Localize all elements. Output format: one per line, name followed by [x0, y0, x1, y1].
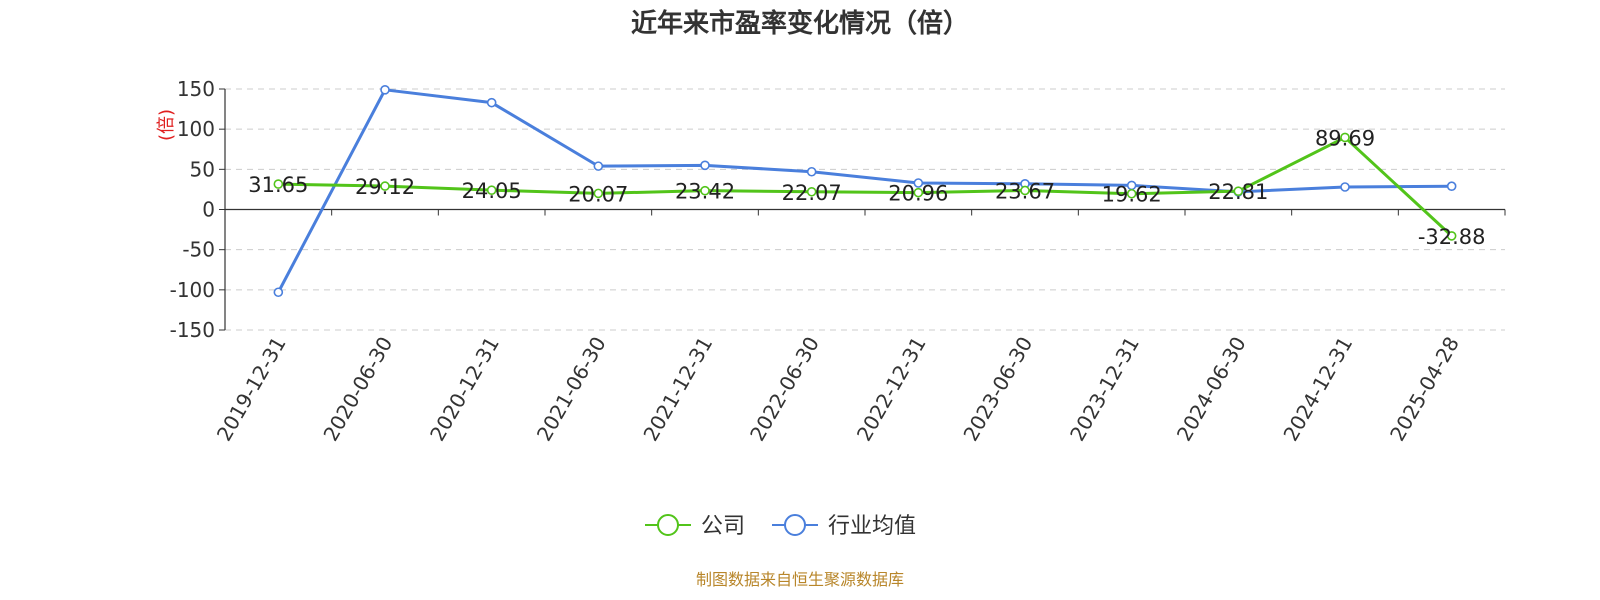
x-tick-label: 2019-12-31 — [212, 333, 291, 446]
y-tick-label: -50 — [182, 238, 215, 262]
y-tick-label: -150 — [170, 318, 215, 342]
series-point-0 — [806, 186, 817, 197]
series-point-1 — [913, 178, 924, 188]
series-line-0 — [278, 135, 1453, 238]
axes — [219, 88, 1506, 331]
grid-lines — [225, 88, 1505, 331]
series-point-0 — [913, 187, 924, 198]
series-point-1 — [1446, 181, 1457, 192]
y-tick-label: 50 — [190, 157, 215, 181]
series-point-0 — [1340, 132, 1350, 143]
series-point-0 — [1126, 188, 1137, 199]
x-tick-label: 2023-12-31 — [1065, 333, 1144, 446]
source-note: 制图数据来自恒生聚源数据库 — [696, 570, 904, 589]
y-tick-labels: 150 100 50 0 -50 -100 -150 — [170, 77, 215, 342]
data-label: 29.12 — [355, 175, 415, 199]
data-labels: 31.65 29.12 24.05 20.07 23.42 22.07 20.96 23.67… — [248, 126, 1485, 248]
chart-title: 近年来市盈率变化情况（倍） — [631, 8, 969, 39]
legend-label-0: 公司 — [701, 514, 745, 539]
x-tick-label: 2024-12-31 — [1278, 333, 1357, 446]
data-label: 20.96 — [888, 182, 948, 206]
data-label: -32.88 — [1418, 225, 1486, 249]
x-tick-label: 2022-12-31 — [852, 333, 931, 446]
data-label: 23.42 — [675, 180, 735, 204]
y-tick-label: -100 — [170, 278, 215, 302]
series-point-1 — [380, 85, 390, 95]
series-point-0 — [1446, 231, 1457, 241]
x-tick-label: 2023-06-30 — [958, 333, 1037, 446]
data-label: 89.69 — [1315, 126, 1375, 150]
data-label: 24.05 — [462, 179, 522, 203]
legend-marker-0 — [657, 514, 679, 536]
data-label: 20.07 — [568, 182, 628, 206]
legend-label-1: 行业均值 — [828, 514, 916, 539]
x-tick-label: 2022-06-30 — [745, 333, 824, 446]
legend: 公司 行业均值 — [645, 514, 916, 539]
series-group — [273, 85, 1457, 298]
x-tick-label: 2020-12-31 — [425, 333, 504, 446]
y-tick-label: 100 — [177, 117, 215, 141]
y-tick-label: 0 — [202, 198, 215, 222]
x-tick-label: 2021-06-30 — [532, 333, 611, 446]
series-point-1 — [273, 287, 284, 298]
series-point-0 — [593, 188, 604, 199]
series-point-0 — [273, 179, 284, 189]
series-point-0 — [486, 185, 497, 195]
x-tick-label: 2020-06-30 — [318, 333, 397, 446]
series-line-1 — [277, 88, 1452, 293]
y-tick-label: 150 — [177, 77, 215, 101]
data-label: 22.81 — [1208, 180, 1268, 204]
series-point-1 — [486, 97, 497, 108]
series-point-0 — [700, 185, 710, 196]
data-label: 19.62 — [1102, 183, 1162, 207]
data-label: 31.65 — [248, 173, 308, 197]
series-point-0 — [1020, 185, 1030, 196]
legend-marker-1 — [784, 514, 806, 536]
y-axis-label: (倍) — [156, 109, 177, 141]
data-label: 23.67 — [995, 179, 1055, 203]
data-label: 22.07 — [782, 181, 842, 205]
series-point-1 — [593, 161, 604, 171]
series-point-0 — [380, 181, 390, 191]
series-point-1 — [1340, 182, 1350, 192]
series-point-1 — [700, 160, 710, 171]
x-tick-labels: 2019-12-31 2020-06-30 2020-12-31 2021-06-30… — [212, 333, 1464, 446]
x-tick-label: 2025-04-28 — [1385, 333, 1464, 446]
series-point-0 — [1233, 186, 1244, 196]
x-tick-label: 2021-12-31 — [638, 333, 717, 446]
series-point-1 — [806, 166, 817, 177]
x-tick-label: 2024-06-30 — [1172, 333, 1251, 446]
